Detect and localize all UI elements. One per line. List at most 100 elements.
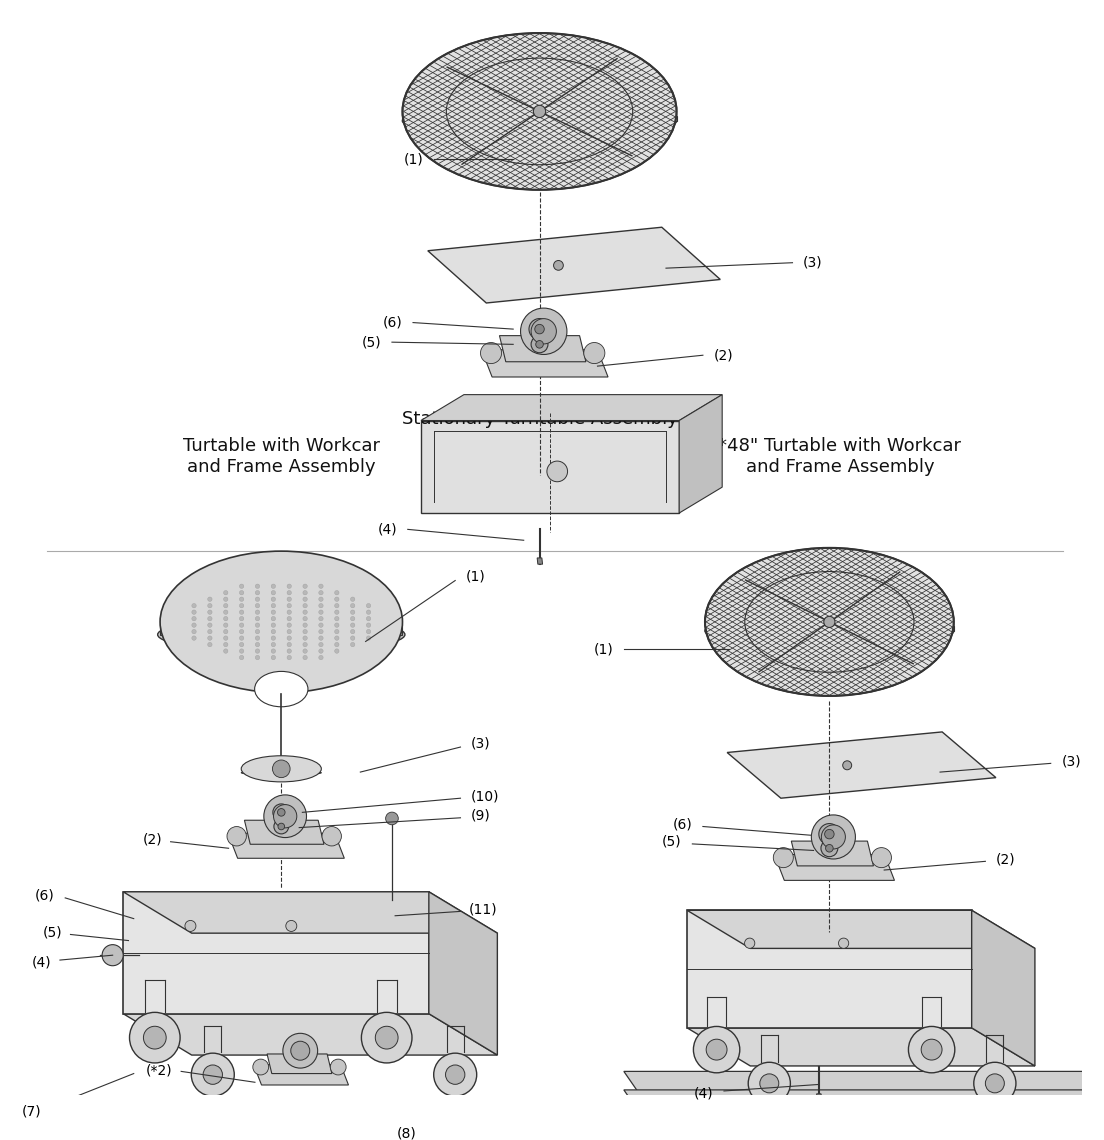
Circle shape (287, 603, 291, 608)
Circle shape (824, 617, 835, 627)
Circle shape (278, 823, 285, 830)
Circle shape (302, 603, 307, 608)
Circle shape (272, 656, 276, 660)
Circle shape (335, 629, 339, 634)
Circle shape (192, 622, 197, 627)
Circle shape (319, 584, 323, 588)
Circle shape (302, 597, 307, 602)
Circle shape (367, 617, 371, 621)
Circle shape (272, 643, 276, 646)
Circle shape (192, 610, 197, 614)
Circle shape (302, 617, 307, 621)
Polygon shape (124, 891, 428, 1013)
Circle shape (287, 636, 291, 641)
Circle shape (319, 656, 323, 660)
Circle shape (272, 629, 276, 634)
Circle shape (319, 643, 323, 646)
Circle shape (274, 820, 288, 833)
Circle shape (533, 105, 545, 117)
Polygon shape (774, 855, 894, 880)
Circle shape (255, 591, 259, 595)
Circle shape (350, 643, 354, 646)
Text: (5): (5) (42, 925, 62, 939)
Circle shape (272, 597, 276, 602)
Circle shape (819, 823, 840, 845)
Polygon shape (687, 911, 972, 1028)
Circle shape (255, 584, 259, 588)
Circle shape (208, 643, 212, 646)
Circle shape (302, 649, 307, 653)
Circle shape (909, 1026, 955, 1073)
Circle shape (224, 649, 227, 653)
Circle shape (693, 1026, 740, 1073)
Ellipse shape (403, 104, 677, 138)
Circle shape (986, 1074, 1005, 1093)
Circle shape (287, 591, 291, 595)
Circle shape (144, 1026, 167, 1049)
Circle shape (287, 649, 291, 653)
Circle shape (191, 1053, 234, 1097)
Circle shape (335, 622, 339, 627)
Circle shape (208, 597, 212, 602)
Circle shape (185, 920, 195, 931)
Circle shape (240, 629, 244, 634)
Circle shape (255, 617, 259, 621)
Circle shape (224, 643, 227, 646)
Ellipse shape (403, 33, 677, 189)
Ellipse shape (158, 617, 405, 652)
Circle shape (871, 848, 891, 868)
Circle shape (302, 656, 307, 660)
Circle shape (367, 622, 371, 627)
Circle shape (208, 622, 212, 627)
Circle shape (521, 308, 567, 355)
Circle shape (224, 629, 227, 634)
Circle shape (335, 649, 339, 653)
Text: (5): (5) (362, 335, 381, 349)
Polygon shape (267, 1054, 332, 1074)
Circle shape (826, 845, 834, 852)
Polygon shape (538, 557, 542, 564)
Circle shape (255, 610, 259, 614)
Circle shape (529, 318, 550, 340)
Circle shape (240, 643, 244, 646)
Circle shape (302, 591, 307, 595)
Circle shape (272, 636, 276, 641)
Circle shape (287, 617, 291, 621)
Text: (3): (3) (1061, 755, 1081, 768)
Circle shape (367, 603, 371, 608)
Circle shape (272, 622, 276, 627)
Circle shape (192, 629, 197, 634)
Text: (1): (1) (594, 642, 614, 657)
Circle shape (192, 617, 197, 621)
Circle shape (535, 341, 543, 348)
Circle shape (208, 610, 212, 614)
Circle shape (240, 649, 244, 653)
Text: (*2): (*2) (146, 1064, 172, 1077)
Circle shape (240, 622, 244, 627)
Circle shape (240, 636, 244, 641)
Circle shape (102, 945, 124, 966)
Polygon shape (124, 1013, 498, 1054)
Circle shape (255, 622, 259, 627)
Circle shape (129, 1012, 180, 1062)
Circle shape (350, 610, 354, 614)
Circle shape (224, 597, 227, 602)
Polygon shape (244, 821, 323, 845)
Circle shape (272, 649, 276, 653)
Circle shape (208, 603, 212, 608)
Circle shape (531, 319, 556, 344)
Polygon shape (679, 394, 722, 513)
Circle shape (302, 610, 307, 614)
Circle shape (287, 584, 291, 588)
Circle shape (272, 617, 276, 621)
Circle shape (446, 1065, 465, 1084)
Circle shape (773, 848, 794, 868)
Circle shape (553, 261, 563, 270)
Circle shape (319, 591, 323, 595)
Text: (2): (2) (713, 348, 733, 363)
Circle shape (838, 938, 849, 948)
Ellipse shape (705, 614, 954, 648)
Circle shape (255, 603, 259, 608)
Polygon shape (254, 1065, 349, 1085)
Polygon shape (160, 626, 403, 635)
